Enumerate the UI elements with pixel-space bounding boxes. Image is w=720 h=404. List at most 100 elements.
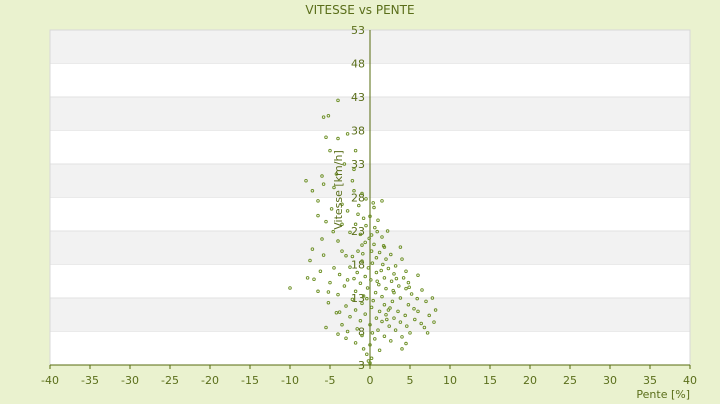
data-point [369, 356, 374, 361]
data-point [348, 315, 352, 319]
data-point [409, 292, 414, 296]
data-point [356, 212, 360, 216]
data-point [305, 276, 310, 280]
data-point [422, 325, 427, 330]
data-point [377, 309, 382, 314]
data-point [386, 266, 391, 271]
data-point [404, 286, 408, 291]
x-tick-label: -25 [161, 374, 179, 387]
data-point [394, 276, 399, 281]
data-point [368, 323, 372, 327]
data-point [352, 276, 356, 281]
data-point [353, 308, 358, 312]
data-point [380, 294, 384, 299]
data-point [360, 301, 364, 306]
data-point [345, 278, 350, 282]
data-point [389, 279, 394, 284]
data-point [374, 270, 379, 275]
data-point [373, 225, 377, 230]
data-point [353, 148, 358, 153]
data-point [324, 325, 328, 330]
data-point [344, 336, 348, 340]
data-point [368, 343, 372, 347]
data-point [340, 202, 344, 206]
data-point [304, 178, 308, 183]
data-point [370, 261, 375, 265]
data-point [384, 286, 388, 291]
data-point [288, 286, 292, 290]
data-point [361, 216, 366, 221]
data-point [371, 201, 375, 205]
data-point [374, 256, 379, 260]
data-point [365, 352, 369, 357]
data-point [308, 258, 312, 263]
data-point [433, 308, 438, 312]
data-point [350, 297, 355, 302]
data-point [358, 319, 363, 323]
y-tick-label: 23 [351, 225, 365, 238]
data-point [400, 257, 404, 261]
data-point [344, 254, 348, 258]
data-point [373, 290, 378, 295]
y-tick-label: 3 [358, 359, 365, 372]
data-point [340, 249, 344, 253]
x-axis-label: Pente [%] [636, 388, 690, 400]
data-point [400, 347, 404, 351]
x-tick-label: -35 [81, 374, 99, 387]
data-point [336, 136, 340, 141]
data-point [430, 296, 435, 300]
data-point [364, 223, 368, 228]
data-point [413, 317, 417, 322]
x-tick-label: 5 [407, 374, 414, 387]
data-point [352, 167, 356, 172]
data-point [360, 333, 364, 338]
data-point [371, 298, 375, 303]
x-tick-label: -15 [241, 374, 259, 387]
data-point [336, 239, 340, 243]
data-point [320, 237, 324, 241]
data-point [369, 249, 374, 253]
data-point [404, 269, 408, 273]
data-point [416, 309, 420, 314]
data-point [332, 266, 336, 270]
data-point [366, 359, 371, 363]
data-point [374, 316, 379, 320]
data-point [375, 229, 379, 234]
data-point [350, 254, 355, 259]
data-point [337, 310, 342, 314]
data-point [353, 289, 358, 294]
data-point [364, 197, 368, 201]
data-point [360, 191, 364, 196]
data-point [316, 199, 320, 203]
data-point [398, 320, 403, 324]
data-point [387, 324, 391, 328]
data-point [370, 331, 375, 335]
data-point [380, 319, 384, 324]
data-point [381, 243, 386, 248]
data-point [355, 270, 359, 275]
data-point [385, 229, 390, 233]
data-point [310, 247, 315, 251]
data-point [367, 236, 371, 241]
x-tick-label: 10 [443, 374, 457, 387]
data-point [334, 172, 339, 176]
data-point [389, 339, 393, 343]
data-point [360, 243, 364, 247]
data-point [321, 115, 326, 119]
x-tick-label: 35 [643, 374, 657, 387]
data-point [348, 265, 352, 269]
data-point [416, 273, 420, 277]
data-point [424, 299, 428, 304]
data-point [412, 306, 416, 311]
data-point [406, 280, 411, 285]
data-point [382, 334, 387, 338]
data-point [358, 232, 363, 237]
data-point [360, 259, 364, 263]
x-tick-labels: -40 -35 -30 -25 -20 -15 -10 -5 0 5 10 15 20 25 30 35 40 [41, 365, 697, 387]
data-point [310, 189, 315, 193]
data-point [405, 324, 409, 328]
data-point [342, 284, 347, 288]
data-point [392, 272, 396, 276]
data-point [361, 294, 366, 298]
